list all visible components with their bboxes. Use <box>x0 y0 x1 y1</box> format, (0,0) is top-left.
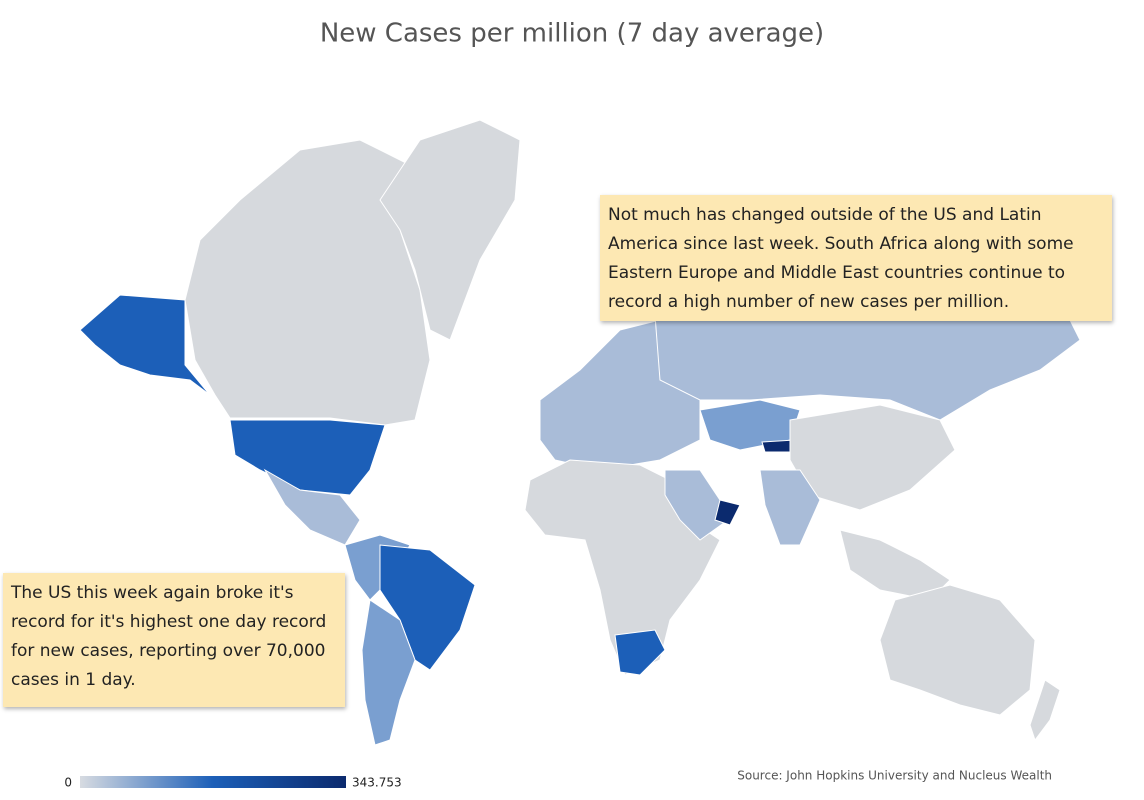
source: Source: John Hopkins University and Nucl… <box>737 769 1052 783</box>
title: New Cases per million (7 day average) <box>320 19 824 49</box>
color-bar <box>80 776 346 788</box>
color-legend: 0 343.753 <box>64 776 401 790</box>
legend-max-label: 343.753 <box>352 776 402 790</box>
annotation: The US this week again broke it's record… <box>3 573 345 707</box>
annotation: Not much has changed outside of the US a… <box>600 195 1112 321</box>
legend-min-label: 0 <box>64 776 72 790</box>
